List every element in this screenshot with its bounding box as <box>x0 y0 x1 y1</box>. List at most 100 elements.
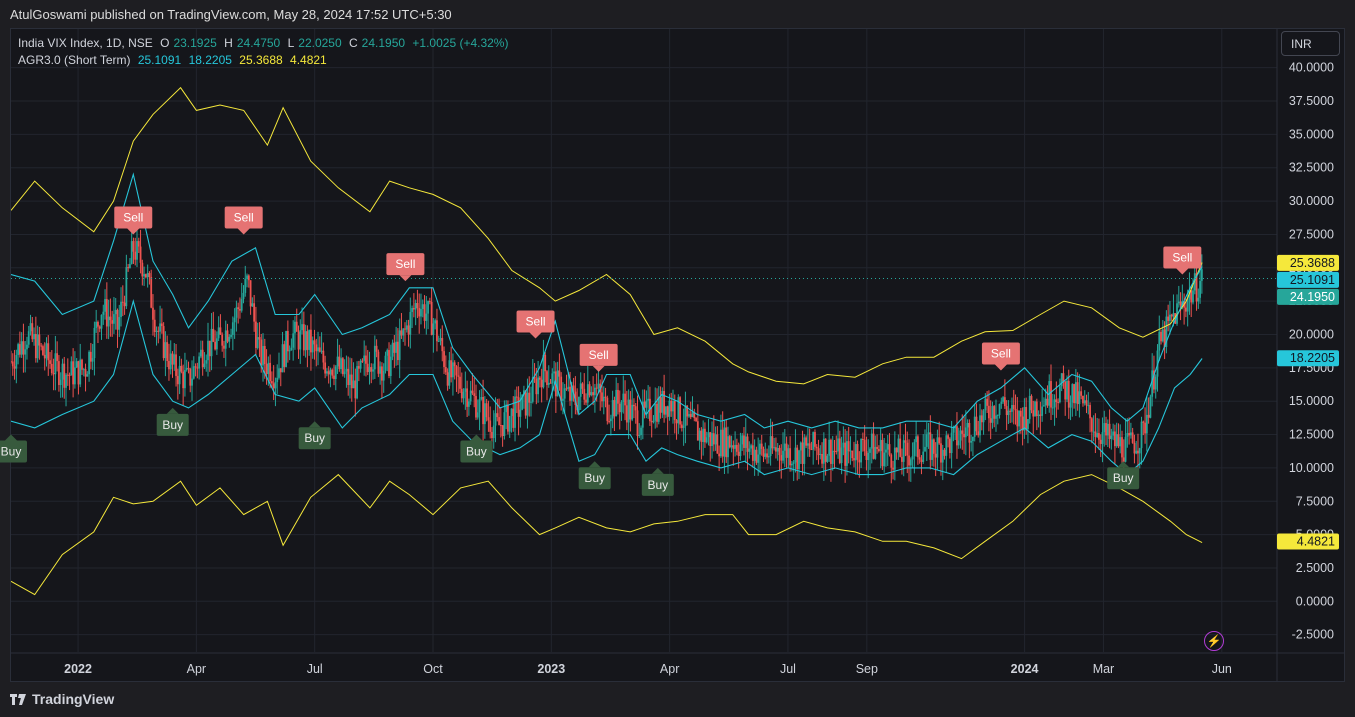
price-axis-label: 25.3688 <box>1277 254 1339 271</box>
candle-body <box>27 331 30 345</box>
candle-body <box>476 412 479 418</box>
low-label: L <box>287 36 295 50</box>
candle-body <box>31 323 34 340</box>
candle-body <box>50 363 53 374</box>
candle-body <box>654 403 657 421</box>
candle-body <box>432 323 435 335</box>
candle-body <box>107 316 110 327</box>
candle-body <box>17 344 19 356</box>
symbol-name[interactable]: India VIX Index, 1D, NSE <box>18 36 153 50</box>
sell-signal: Sell <box>981 342 1020 371</box>
candle-body <box>817 448 820 456</box>
candle-body <box>645 400 648 408</box>
change-value: +1.0025 (+4.32%) <box>412 36 509 50</box>
x-tick-label: Oct <box>423 662 443 676</box>
candle-body <box>423 304 426 321</box>
sell-label-text: Sell <box>526 314 546 328</box>
candle-body <box>322 350 325 363</box>
candle-body <box>1145 414 1148 434</box>
candle-body <box>357 366 360 369</box>
candle-body <box>317 347 319 352</box>
candle-body <box>205 360 208 364</box>
candle-body <box>1195 273 1198 302</box>
candle-body <box>1007 410 1010 416</box>
buy-label-text: Buy <box>1113 471 1134 485</box>
candle-body <box>349 374 351 386</box>
candle-body <box>160 323 163 327</box>
candle-body <box>838 438 841 463</box>
y-tick-label: 37.5000 <box>1289 94 1334 108</box>
buy-label-text: Buy <box>1 445 22 459</box>
candle-body <box>496 413 499 418</box>
candle-body <box>93 327 96 359</box>
candle-body <box>743 435 745 448</box>
candle-body <box>963 433 965 438</box>
candle-body <box>723 427 726 457</box>
candle-body <box>404 328 406 330</box>
candle-body <box>537 377 540 395</box>
candle-body <box>1083 400 1086 404</box>
candle-body <box>430 301 433 335</box>
candle-body <box>872 433 875 459</box>
x-tick-label: Apr <box>187 662 206 676</box>
candle-body <box>886 444 889 450</box>
candle-body <box>615 389 618 417</box>
candle-body <box>306 331 309 350</box>
candle-body <box>192 366 195 379</box>
candle-body <box>292 333 295 348</box>
candle-body <box>347 368 350 386</box>
candle-body <box>144 274 147 278</box>
candle-body <box>1025 407 1028 430</box>
price-axis-label-text: 24.1950 <box>1290 290 1335 304</box>
candle-body <box>1053 399 1056 408</box>
candle-body <box>379 366 382 374</box>
candle-body <box>391 342 394 357</box>
tradingview-footer[interactable]: TradingView <box>10 691 114 707</box>
buy-label-box <box>156 413 189 436</box>
candle-body <box>26 344 28 350</box>
candle-body <box>393 342 396 353</box>
candle-body <box>54 353 57 375</box>
candle-body <box>782 450 784 461</box>
candle-body <box>1014 408 1017 411</box>
buy-pointer <box>166 407 179 414</box>
candle-body <box>207 340 209 361</box>
lightning-icon[interactable]: ⚡ <box>1204 631 1224 651</box>
candle-body <box>173 354 176 365</box>
candle-body <box>924 446 926 452</box>
candle-body <box>702 428 705 443</box>
candle-body <box>885 449 887 453</box>
candle-body <box>647 398 650 401</box>
candle-body <box>1027 419 1029 430</box>
candle-body <box>350 374 353 389</box>
candle-body <box>164 342 167 359</box>
candle-body <box>943 449 946 456</box>
candle-body <box>61 363 64 380</box>
candle-body <box>114 309 117 315</box>
candle-body <box>189 368 192 386</box>
candle-body <box>684 405 687 427</box>
candle-body <box>982 410 985 423</box>
currency-button[interactable]: INR <box>1281 31 1340 56</box>
candle-body <box>104 299 106 312</box>
candle-body <box>1041 406 1044 416</box>
candle-body <box>547 382 550 385</box>
candle-body <box>911 456 914 460</box>
candle-body <box>81 359 83 370</box>
candle-body <box>1009 410 1012 412</box>
candle-body <box>1096 433 1099 437</box>
buy-pointer <box>651 467 664 474</box>
chart-frame[interactable] <box>10 28 1345 682</box>
candle-body <box>562 398 564 401</box>
candle-body <box>824 438 827 462</box>
candle-body <box>514 396 516 428</box>
sell-signal: Sell <box>224 206 263 235</box>
candle-body <box>109 316 112 321</box>
indicator-name[interactable]: AGR3.0 (Short Term) <box>18 53 131 67</box>
x-tick-label: 2022 <box>64 662 92 676</box>
candle-body <box>865 451 868 461</box>
y-tick-label: 32.5000 <box>1289 161 1334 175</box>
candle-body <box>249 280 252 307</box>
candle-body <box>888 444 891 455</box>
